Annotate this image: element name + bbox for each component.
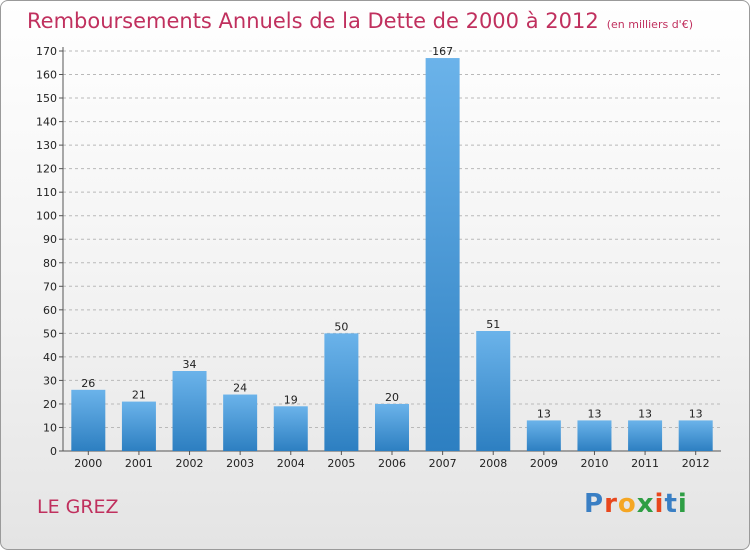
logo-letter: o [617,489,637,519]
y-tick-label: 160 [36,69,57,82]
bar-2001 [121,401,156,451]
bar-2012 [678,420,713,451]
x-tick-label: 2002 [176,457,204,470]
bar-2008 [476,331,511,451]
y-tick-label: 10 [43,421,57,434]
value-label: 13 [638,407,652,420]
bar-2005 [324,333,359,451]
x-tick-label: 2005 [327,457,355,470]
bar-2000 [71,389,106,451]
value-label: 13 [689,407,703,420]
value-label: 34 [183,358,197,371]
value-label: 167 [432,45,453,58]
y-tick-label: 90 [43,233,57,246]
y-tick-label: 100 [36,210,57,223]
logo-letter: i [654,489,665,519]
bar-2004 [273,406,308,451]
value-label: 20 [385,391,399,404]
y-tick-label: 120 [36,163,57,176]
value-label: 26 [81,377,95,390]
y-tick-label: 20 [43,398,57,411]
bar-2003 [223,394,258,451]
logo-letter: P [584,489,605,519]
value-label: 24 [233,382,247,395]
logo-letter: r [604,489,618,519]
bar-2011 [628,420,663,451]
bar-2010 [577,420,612,451]
y-tick-label: 80 [43,257,57,270]
value-label: 51 [486,318,500,331]
commune-name: LE GREZ [37,496,119,518]
x-tick-label: 2009 [530,457,558,470]
logo-letter: x [636,489,655,519]
y-tick-label: 70 [43,280,57,293]
y-tick-label: 30 [43,374,57,387]
y-tick-label: 110 [36,186,57,199]
x-tick-label: 2012 [682,457,710,470]
x-tick-label: 2000 [74,457,102,470]
x-tick-label: 2010 [580,457,608,470]
bar-2009 [526,420,561,451]
value-label: 13 [587,407,601,420]
logo-letter: t [664,489,678,519]
bar-2002 [172,371,207,451]
bar-2007 [425,58,460,451]
x-tick-label: 2011 [631,457,659,470]
value-label: 13 [537,407,551,420]
value-label: 19 [284,393,298,406]
proxiti-logo: Proxiti [584,489,688,519]
value-label: 50 [334,320,348,333]
y-tick-label: 50 [43,327,57,340]
y-tick-label: 60 [43,304,57,317]
logo-letter: i [677,489,688,519]
value-label: 21 [132,389,146,402]
x-tick-label: 2007 [429,457,457,470]
chart-title-text: Remboursements Annuels de la Dette de 20… [27,9,599,33]
unit-note: (en milliers d'€) [606,18,693,31]
y-tick-label: 40 [43,351,57,364]
chart-title: Remboursements Annuels de la Dette de 20… [27,9,693,33]
x-tick-label: 2006 [378,457,406,470]
y-tick-label: 130 [36,139,57,152]
x-tick-label: 2001 [125,457,153,470]
x-tick-label: 2008 [479,457,507,470]
y-tick-label: 0 [50,445,57,458]
y-tick-label: 140 [36,116,57,129]
bar-2006 [375,403,409,451]
y-tick-label: 170 [36,45,57,58]
y-tick-label: 150 [36,92,57,105]
x-tick-label: 2004 [277,457,305,470]
x-tick-label: 2003 [226,457,254,470]
